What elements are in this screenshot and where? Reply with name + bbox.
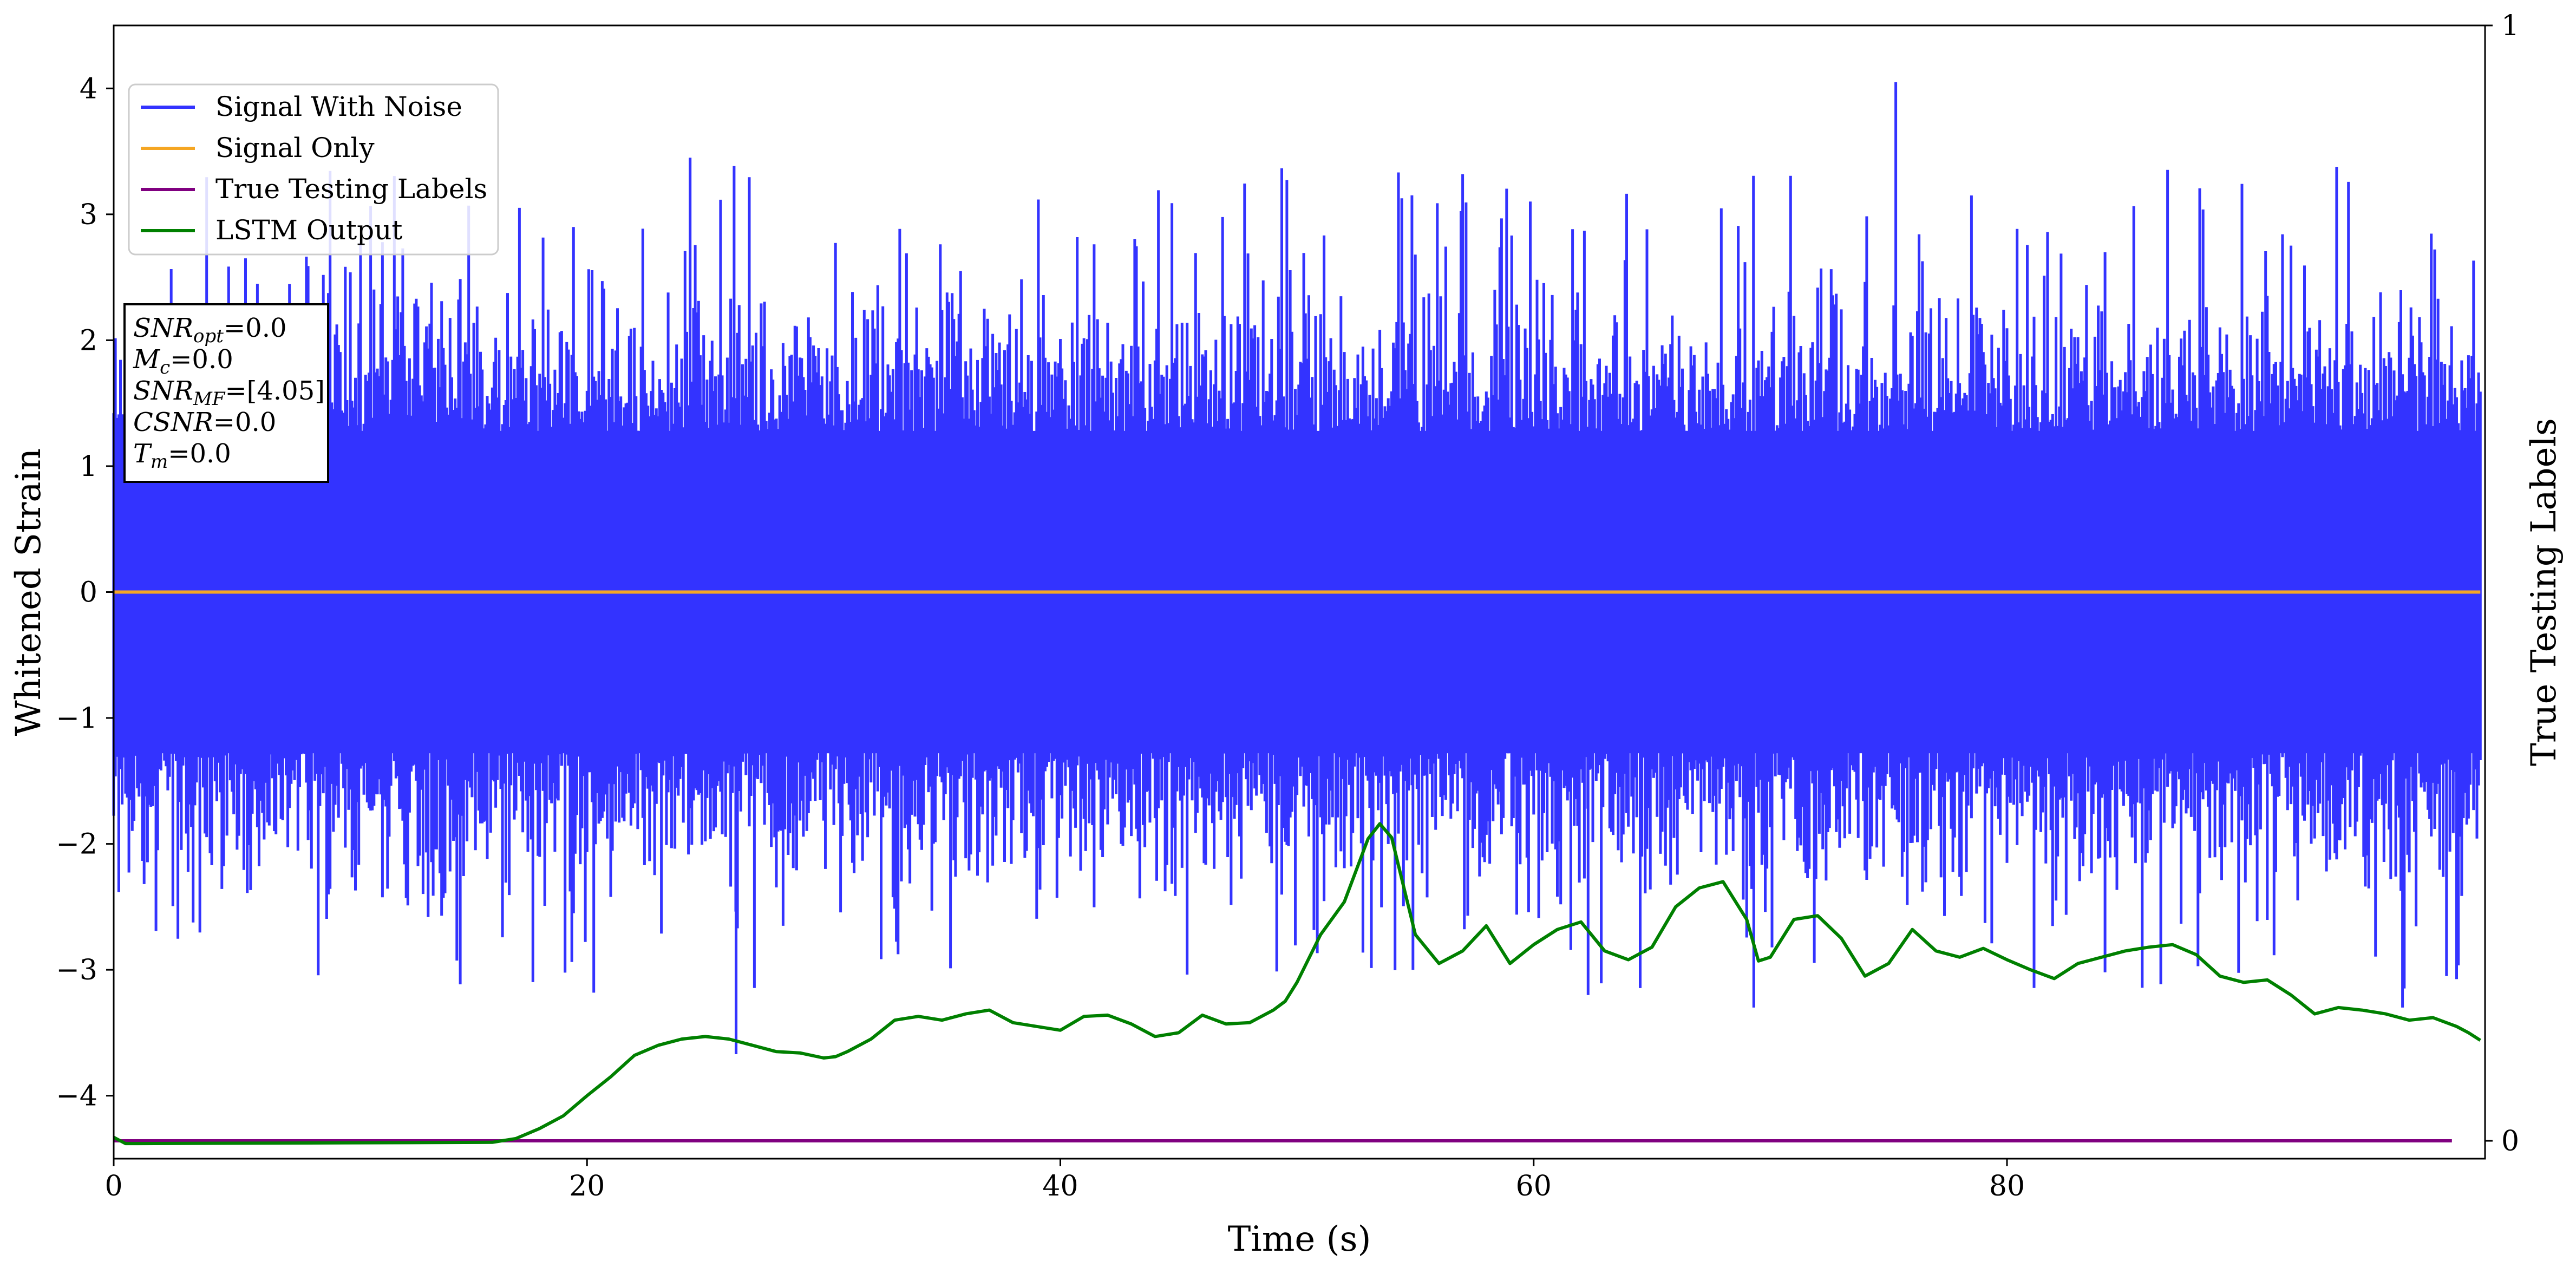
y-tick-label: 2	[80, 324, 97, 357]
y-tick-label: 1	[80, 450, 97, 483]
x-tick-label: 40	[1042, 1170, 1078, 1203]
info-box-line: SNRopt=0.0	[133, 313, 287, 347]
series-lstm-output	[113, 822, 2481, 1146]
y-right-tick-label: 0	[2501, 1125, 2519, 1158]
y-tick-label: −4	[56, 1080, 97, 1113]
plot-area	[112, 82, 2482, 1146]
legend-label: LSTM Output	[215, 214, 402, 246]
x-axis-title: Time (s)	[1228, 1219, 1371, 1259]
legend-frame	[128, 83, 499, 256]
y-axis-right-title: True Testing Labels	[2524, 418, 2564, 766]
x-tick-label: 80	[1989, 1170, 2025, 1203]
x-tick-label: 0	[104, 1170, 122, 1203]
info-box: SNRopt=0.0Mc=0.0SNRMF=[4.05]CSNR=0.0Tm=0…	[123, 303, 329, 483]
y-tick-label: −2	[56, 828, 97, 861]
y-tick-label: −3	[56, 954, 97, 986]
legend-label: Signal Only	[215, 132, 375, 164]
info-box-line: SNRMF=[4.05]	[133, 376, 325, 410]
y-tick-label: 3	[80, 199, 97, 231]
legend-label: Signal With Noise	[215, 91, 462, 122]
info-box-line: Tm=0.0	[133, 439, 231, 473]
y-tick-label: 0	[80, 577, 97, 609]
info-box-frame	[123, 303, 329, 483]
y-right-tick-label: 1	[2501, 10, 2519, 42]
x-tick-label: 20	[569, 1170, 605, 1203]
y-tick-label: −1	[56, 702, 97, 735]
legend: Signal With Noise Signal Only True Testing…	[128, 83, 499, 256]
legend-label: True Testing Labels	[215, 173, 487, 205]
info-box-line: Mc=0.0	[133, 344, 233, 378]
x-tick-label: 60	[1516, 1170, 1552, 1203]
info-box-line: CSNR=0.0	[133, 407, 276, 437]
y-tick-label: 4	[80, 73, 97, 105]
y-axis-title: Whitened Strain	[9, 448, 49, 736]
